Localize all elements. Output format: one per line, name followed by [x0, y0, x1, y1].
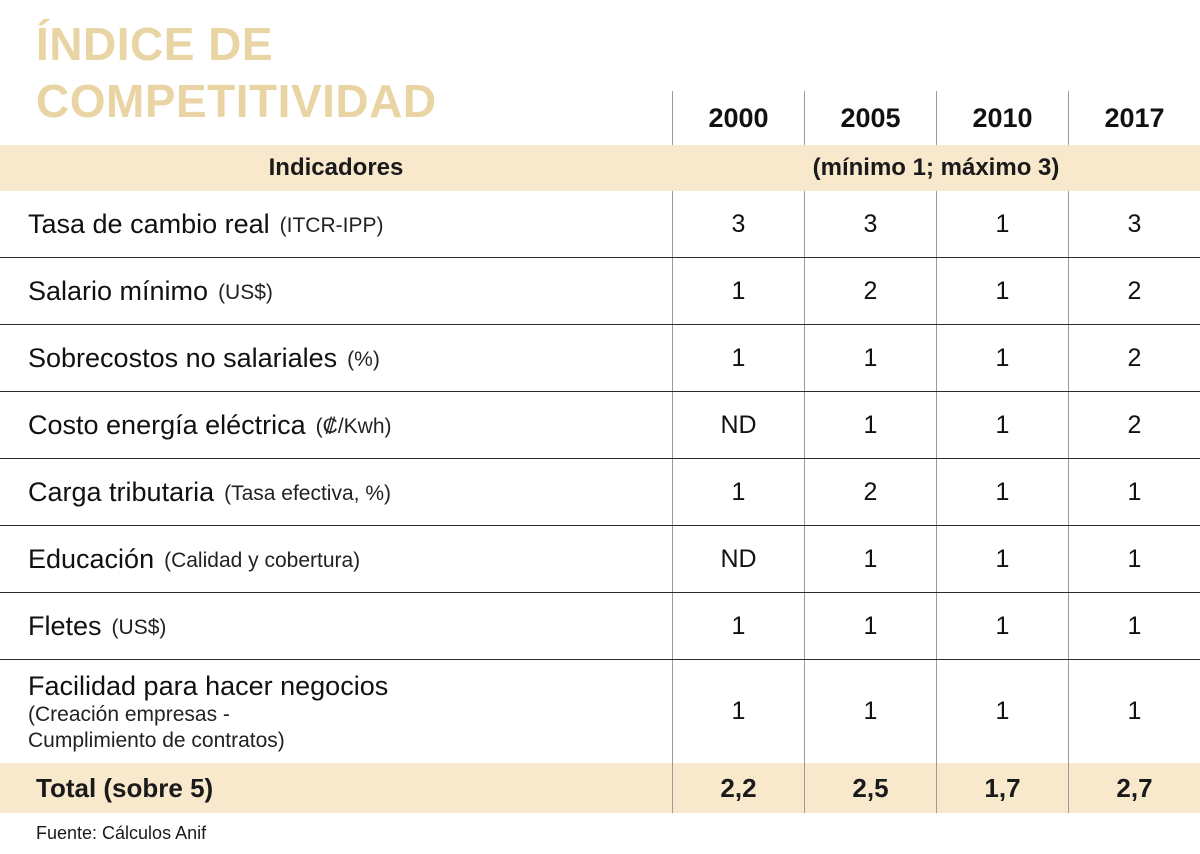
value-2005: 1 — [804, 526, 936, 592]
value-2000: ND — [672, 392, 804, 458]
total-2000: 2,2 — [672, 763, 804, 813]
value-2005: 1 — [804, 660, 936, 763]
total-2005: 2,5 — [804, 763, 936, 813]
indicator-name: Facilidad para hacer negocios — [28, 670, 389, 701]
indicator-name-cell: Carga tributaria (Tasa efectiva, %) — [0, 459, 672, 525]
column-header-2017: 2017 — [1068, 0, 1200, 145]
indicator-detail: (US$) — [218, 281, 273, 304]
value-2010: 1 — [936, 660, 1068, 763]
value-2010: 1 — [936, 191, 1068, 257]
value-2005: 1 — [804, 392, 936, 458]
value-2017: 1 — [1068, 593, 1200, 659]
value-2017: 2 — [1068, 258, 1200, 324]
table-row: Facilidad para hacer negocios (Creación … — [0, 660, 1200, 763]
value-2010: 1 — [936, 258, 1068, 324]
table-row: Educación (Calidad y cobertura) ND 1 1 1 — [0, 526, 1200, 593]
indicator-detail: (ITCR-IPP) — [279, 214, 384, 237]
indicator-detail: (US$) — [111, 616, 167, 639]
table-row: Fletes (US$) 1 1 1 1 — [0, 593, 1200, 660]
value-2000: ND — [672, 526, 804, 592]
indicator-name: Costo energía eléctrica — [28, 410, 306, 440]
column-header-2010: 2010 — [936, 0, 1068, 145]
source-note: Fuente: Cálculos Anif — [36, 823, 207, 843]
indicator-detail: (%) — [347, 348, 380, 371]
indicator-name-cell: Costo energía eléctrica (₡/Kwh) — [0, 392, 672, 458]
table-row: Carga tributaria (Tasa efectiva, %) 1 2 … — [0, 459, 1200, 526]
page-title-line1: ÍNDICE DE — [36, 18, 274, 70]
value-2017: 2 — [1068, 392, 1200, 458]
total-2010: 1,7 — [936, 763, 1068, 813]
value-2000: 1 — [672, 325, 804, 391]
table-row: Salario mínimo (US$) 1 2 1 2 — [0, 258, 1200, 325]
value-2010: 1 — [936, 392, 1068, 458]
value-2005: 3 — [804, 191, 936, 257]
value-2010: 1 — [936, 459, 1068, 525]
table-row: Tasa de cambio real (ITCR-IPP) 3 3 1 3 — [0, 191, 1200, 258]
table-row: Sobrecostos no salariales (%) 1 1 1 2 — [0, 325, 1200, 392]
total-row: Total (sobre 5) 2,2 2,5 1,7 2,7 — [0, 763, 1200, 813]
indicator-name-cell: Facilidad para hacer negocios (Creación … — [0, 660, 672, 763]
value-2017: 2 — [1068, 325, 1200, 391]
value-2010: 1 — [936, 526, 1068, 592]
header-area: ÍNDICE DE COMPETITIVIDAD 2000 2005 2010 … — [0, 0, 1200, 145]
total-2017: 2,7 — [1068, 763, 1200, 813]
indicator-name: Tasa de cambio real — [28, 209, 270, 239]
table-row: Costo energía eléctrica (₡/Kwh) ND 1 1 2 — [0, 392, 1200, 459]
column-header-2005: 2005 — [804, 0, 936, 145]
value-2017: 1 — [1068, 526, 1200, 592]
page-title-line2: COMPETITIVIDAD — [36, 75, 437, 127]
value-2017: 3 — [1068, 191, 1200, 257]
indicator-name-cell: Salario mínimo (US$) — [0, 258, 672, 324]
scale-note: (mínimo 1; máximo 3) — [812, 154, 1060, 181]
indicator-name: Carga tributaria — [28, 477, 215, 507]
indicator-detail-line2: Cumplimiento de contratos) — [28, 728, 285, 752]
indicator-name-cell: Fletes (US$) — [0, 593, 672, 659]
indicator-detail: (Creación empresas - — [28, 702, 230, 726]
indicator-detail: (₡/Kwh) — [315, 415, 392, 438]
indicator-name: Educación — [28, 544, 155, 574]
value-2017: 1 — [1068, 660, 1200, 763]
indicator-name: Fletes — [28, 611, 102, 641]
value-2010: 1 — [936, 593, 1068, 659]
value-2005: 1 — [804, 593, 936, 659]
value-2005: 2 — [804, 459, 936, 525]
column-header-2000: 2000 — [672, 0, 804, 145]
total-label: Total (sobre 5) — [36, 772, 214, 803]
indicator-name-cell: Educación (Calidad y cobertura) — [0, 526, 672, 592]
indicator-detail: (Tasa efectiva, %) — [224, 482, 391, 505]
value-2005: 1 — [804, 325, 936, 391]
value-2000: 1 — [672, 660, 804, 763]
indicator-name: Salario mínimo — [28, 276, 209, 306]
value-2000: 3 — [672, 191, 804, 257]
value-2005: 2 — [804, 258, 936, 324]
value-2000: 1 — [672, 258, 804, 324]
indicator-detail: (Calidad y cobertura) — [164, 549, 361, 572]
value-2000: 1 — [672, 593, 804, 659]
indicator-name-cell: Tasa de cambio real (ITCR-IPP) — [0, 191, 672, 257]
table-header-band: Indicadores (mínimo 1; máximo 3) — [0, 145, 1200, 191]
value-2017: 1 — [1068, 459, 1200, 525]
value-2000: 1 — [672, 459, 804, 525]
indicator-name: Sobrecostos no salariales — [28, 343, 338, 373]
page-title: ÍNDICE DE COMPETITIVIDAD — [0, 0, 672, 145]
value-2010: 1 — [936, 325, 1068, 391]
indicators-header: Indicadores — [268, 154, 404, 181]
indicator-name-cell: Sobrecostos no salariales (%) — [0, 325, 672, 391]
